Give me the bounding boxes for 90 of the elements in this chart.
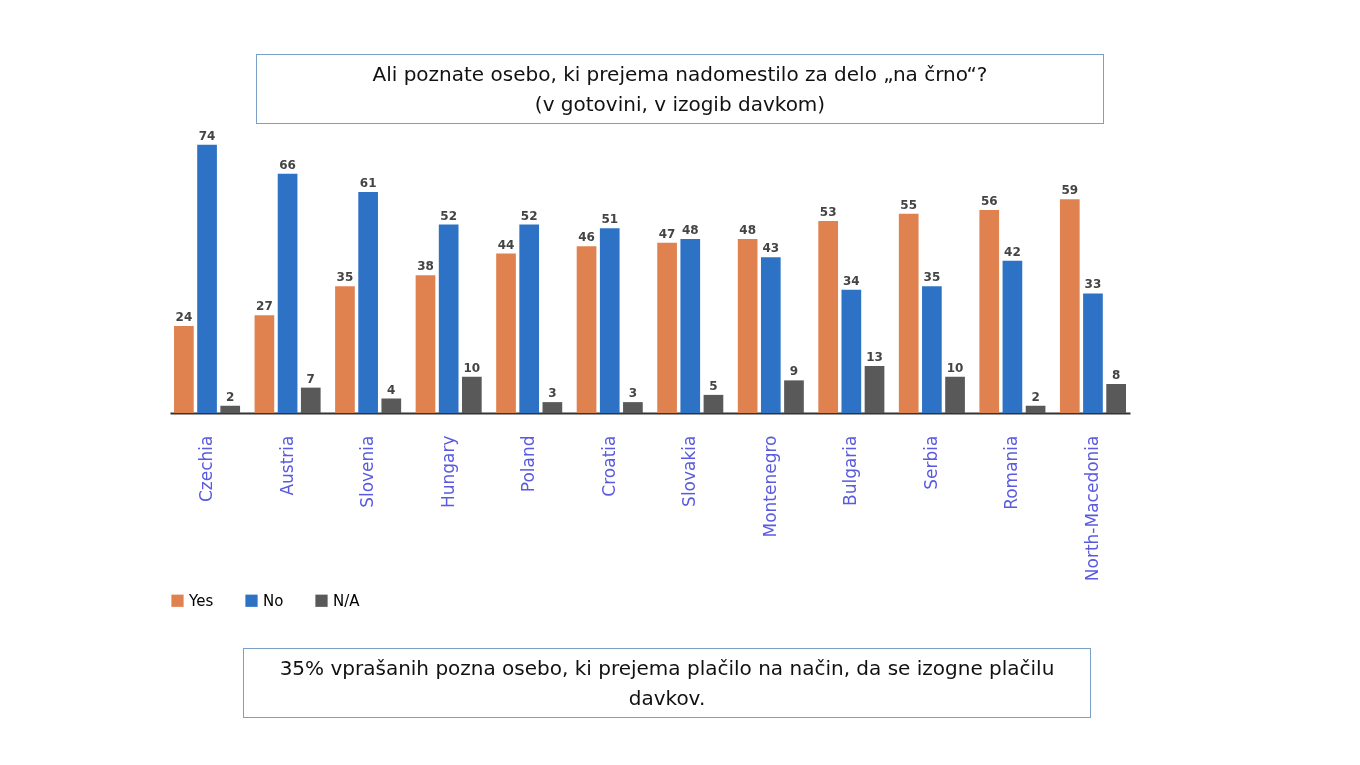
bar [496,253,516,413]
data-label: 9 [789,364,799,379]
data-label: 7 [306,371,315,386]
data-label: 48 [739,223,756,237]
data-label: 74 [198,128,216,143]
x-tick-label: Czechia [196,435,217,503]
data-label: 48 [681,223,699,237]
data-label: 10 [463,360,481,375]
x-tick-label: Slovakia [679,435,700,507]
bar [1083,293,1103,413]
x-tick-label: Serbia [920,435,941,490]
data-label: 35 [336,270,354,285]
bar [358,191,378,413]
bar [277,173,298,413]
bar [220,405,241,413]
data-label: 2 [226,389,235,404]
bar [254,315,275,413]
chart-title: Ali poznate osebo, ki prejema nadomestilo za delo „na črno“? [371,61,989,88]
data-label: 10 [946,360,964,375]
bar [519,224,540,413]
bar [576,246,597,413]
bar [841,289,862,413]
data-label: 55 [900,197,918,212]
x-tick-label: Montenegro [759,435,780,538]
data-label: 24 [175,310,193,324]
data-label: 35 [923,270,941,285]
data-label: 5 [709,378,718,393]
bar [864,365,885,413]
x-tick-label: Poland [518,435,539,493]
x-tick-label: Hungary [437,435,458,509]
bar [898,213,919,413]
x-tick-label: Slovenia [357,435,378,508]
x-tick-label: Austria [276,435,297,496]
bar [1059,199,1080,413]
data-label: 61 [359,175,377,190]
bar [737,239,758,413]
bar [1002,260,1023,413]
data-label: 51 [601,212,619,227]
bar [657,242,677,413]
bar [680,239,701,413]
data-label: 66 [279,157,296,172]
bar [174,326,194,413]
bar [1025,405,1046,413]
legend-label: Yes [188,591,214,610]
data-label: 56 [980,194,998,208]
data-label: 46 [578,230,595,245]
bar [623,402,643,413]
x-tick-label: Bulgaria [840,435,861,506]
bar [461,376,482,413]
data-label: 59 [1061,183,1079,198]
data-label: 52 [520,208,538,223]
data-label: 34 [842,273,860,288]
data-label: 42 [1004,244,1021,259]
data-label: 43 [762,241,780,256]
bar [300,387,321,413]
bar [703,394,724,413]
bar [542,402,563,413]
bar [415,275,436,413]
data-label: 44 [497,237,515,252]
data-label: 52 [440,208,458,223]
legend-label: No [263,591,284,610]
data-label: 38 [417,259,434,274]
bar [945,376,965,413]
data-label: 53 [819,204,837,219]
x-tick-label: Croatia [598,435,619,497]
data-label: 33 [1084,277,1102,292]
data-label: 27 [256,299,273,314]
bar [760,257,781,413]
bar [818,220,839,413]
bar [784,380,804,413]
bar [335,286,355,413]
data-label: 3 [628,386,638,401]
data-label: 47 [658,226,676,241]
legend-label: N/A [333,591,361,610]
chart-subtitle: (v gotovini, v izogib davkom) [533,91,827,118]
x-tick-label: North-Macedonia [1081,435,1102,582]
bar [381,398,402,413]
bar [197,144,217,413]
data-label: 8 [1111,368,1121,382]
bar [438,224,459,413]
bar [979,210,1000,413]
data-label: 4 [387,382,396,397]
x-tick-label: Romania [1001,435,1022,510]
data-label: 13 [866,349,883,364]
data-label: 3 [548,386,557,401]
bar [1106,384,1126,413]
bar [922,286,942,413]
data-label: 2 [1031,389,1040,404]
text: 35% vprašanih pozna osebo, ki prejema plačilo na način, da se izogne plačilu davkov. [243,648,1091,718]
bar [599,228,620,413]
